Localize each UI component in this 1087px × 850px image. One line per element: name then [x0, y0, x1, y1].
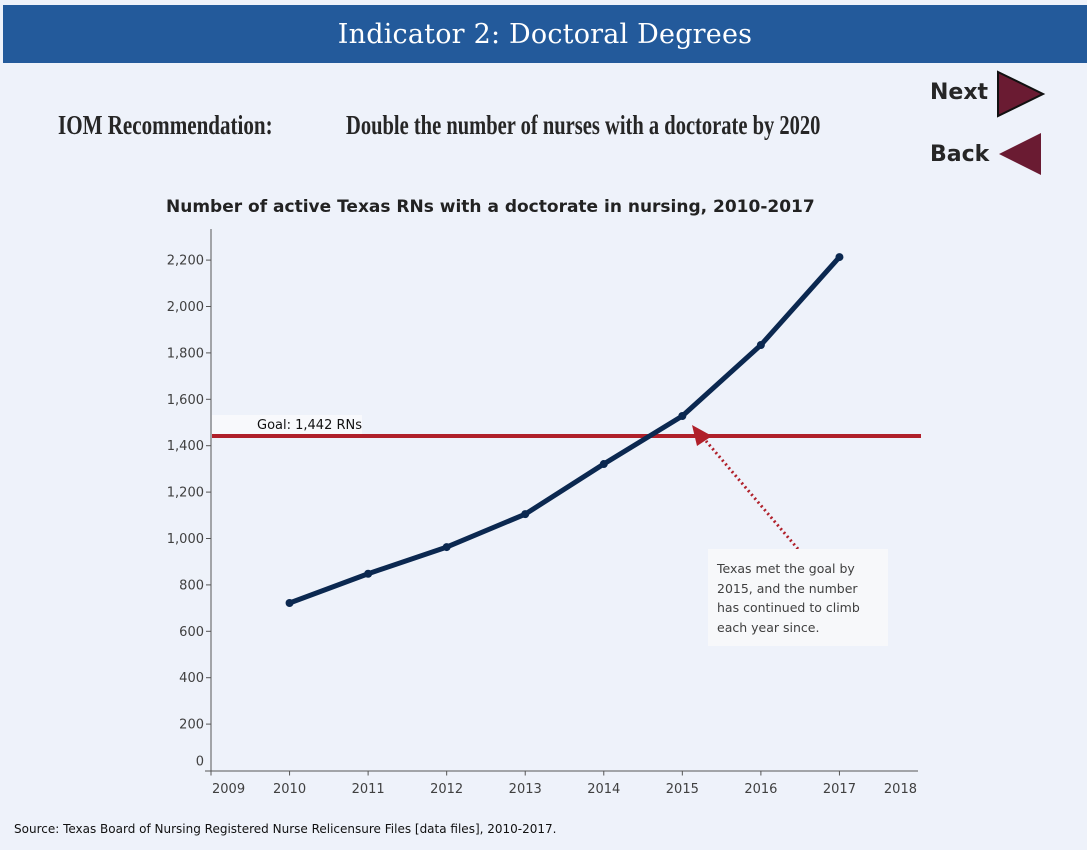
y-tick-label: 1,000 — [167, 532, 204, 547]
y-tick-label: 1,800 — [167, 346, 204, 361]
annotation-arrow — [692, 425, 800, 550]
y-tick-label: 1,400 — [167, 439, 204, 454]
data-point — [835, 253, 844, 262]
y-tick-label: 2,000 — [167, 300, 204, 315]
data-point — [756, 341, 765, 350]
x-tick-label: 2016 — [744, 782, 777, 797]
x-tick-label: 2012 — [430, 782, 463, 797]
y-tick-label: 600 — [179, 625, 204, 640]
y-tick-label: 2,200 — [167, 254, 204, 269]
recommendation-label: IOM Recommendation: — [58, 110, 273, 140]
triangle-left-icon[interactable] — [996, 132, 1046, 180]
annotation-callout: Texas met the goal by 2015, and the numb… — [708, 549, 888, 646]
data-point — [521, 510, 530, 519]
recommendation-text: Double the number of nurses with a docto… — [346, 110, 821, 140]
x-tick-label: 2017 — [823, 782, 856, 797]
x-tick-label: 2009 — [212, 782, 245, 797]
chart-title: Number of active Texas RNs with a doctor… — [166, 197, 815, 217]
y-tick-label: 400 — [179, 671, 204, 686]
source-note: Source: Texas Board of Nursing Registere… — [14, 822, 557, 836]
x-tick-label: 2015 — [666, 782, 699, 797]
data-point — [442, 543, 451, 552]
goal-reference: Goal: 1,442 RNs — [212, 414, 921, 438]
data-point — [285, 598, 294, 607]
data-point — [678, 412, 687, 421]
header-bar: Indicator 2: Doctoral Degrees — [3, 5, 1087, 63]
annotation-arrow-head — [692, 425, 712, 446]
x-tick-label: 2010 — [273, 782, 306, 797]
y-tick-label: 200 — [179, 718, 204, 733]
y-tick-label: 1,600 — [167, 393, 204, 408]
x-tick-label: 2014 — [587, 782, 620, 797]
next-label: Next — [930, 80, 989, 105]
y-axis: 0 200 400 600 800 1,000 1,200 1,400 1,600 1,800 2,… — [167, 229, 212, 771]
x-tick-label: 2018 — [884, 782, 917, 797]
page-title: Indicator 2: Doctoral Degrees — [337, 18, 753, 50]
y-tick-label: 0 — [196, 755, 204, 770]
data-point — [364, 569, 373, 578]
y-tick-label: 1,200 — [167, 486, 204, 501]
annotation-arrow-shaft — [704, 440, 800, 550]
goal-label: Goal: 1,442 RNs — [257, 418, 362, 433]
x-axis: 2009 2010 2011 2012 2013 2014 2015 2016 2017 2018 — [205, 770, 918, 797]
x-tick-label: 2011 — [352, 782, 385, 797]
series-line — [285, 253, 844, 607]
data-point — [599, 460, 608, 469]
x-tick-label: 2013 — [509, 782, 542, 797]
series-polyline — [287, 254, 842, 606]
y-tick-label: 800 — [179, 578, 204, 593]
goal-label-background — [212, 414, 362, 435]
triangle-right-icon[interactable] — [996, 70, 1046, 118]
back-label: Back — [930, 142, 990, 167]
